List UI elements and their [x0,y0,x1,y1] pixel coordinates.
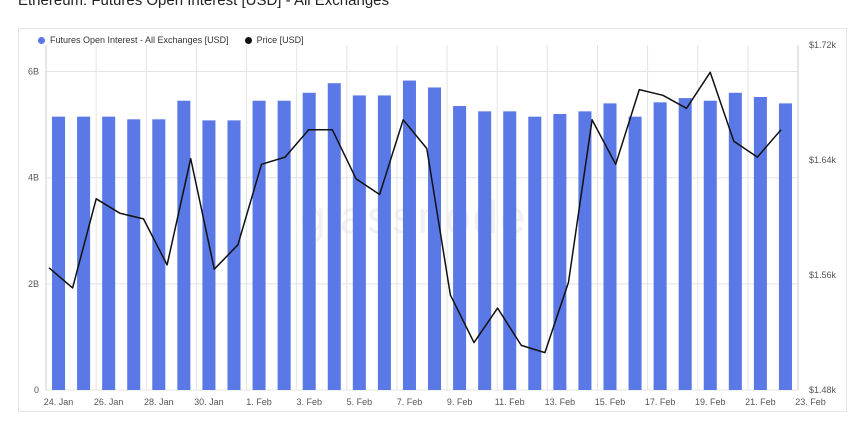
oi-bar [553,114,567,390]
oi-bar [252,100,266,390]
oi-bar [728,92,742,391]
oi-bar [327,83,341,390]
y-left-tick-label: 4B [28,173,39,183]
oi-bar [503,111,517,390]
oi-bar [302,92,316,391]
x-tick-label: 30. Jan [194,397,224,407]
y-left-tick-label: 6B [28,67,39,77]
x-tick-label: 1. Feb [246,397,272,407]
oi-bar [578,111,592,390]
x-tick-label: 26. Jan [94,397,124,407]
x-tick-label: 19. Feb [695,397,726,407]
x-tick-label: 28. Jan [144,397,174,407]
x-tick-label: 15. Feb [595,397,626,407]
y-right-tick-label: $1.64k [809,155,837,165]
oi-bar [52,116,66,391]
x-tick-label: 3. Feb [296,397,322,407]
y-left-tick-label: 0 [34,385,39,395]
oi-bar [227,120,241,390]
oi-bar [628,116,642,391]
oi-bar [77,116,91,391]
x-tick-label: 24. Jan [44,397,74,407]
oi-bar [152,119,166,391]
y-left-tick-label: 2B [28,279,39,289]
x-tick-label: 9. Feb [447,397,473,407]
chart-legend[interactable]: Futures Open Interest - All Exchanges [U… [38,35,304,45]
x-tick-label: 11. Feb [495,397,525,407]
oi-bar [377,95,391,390]
oi-bar [102,116,116,391]
x-tick-label: 7. Feb [397,397,423,407]
oi-bar [778,103,792,390]
y-right-tick-label: $1.56k [809,270,837,280]
oi-bar [428,87,442,390]
y-right-tick-label: $1.72k [809,40,837,50]
oi-bar [653,102,667,391]
oi-bar [478,111,492,390]
oi-bar [177,100,191,390]
legend-label-price: Price [USD] [256,35,304,45]
oi-bar [753,97,767,390]
x-tick-label: 5. Feb [347,397,373,407]
x-tick-label: 21. Feb [745,397,776,407]
x-tick-label: 23. Feb [795,397,826,407]
oi-bar [703,100,717,390]
oi-bar [352,95,366,390]
oi-bar [603,103,617,390]
legend-item-open-interest[interactable]: Futures Open Interest - All Exchanges [U… [38,35,229,45]
y-right-tick-label: $1.48k [809,385,837,395]
oi-bar [528,116,542,391]
oi-bar [453,106,467,391]
oi-bar [402,80,416,391]
oi-bar [277,100,291,390]
oi-bar [678,98,692,391]
x-tick-label: 13. Feb [545,397,576,407]
x-tick-label: 17. Feb [645,397,676,407]
line-series-swatch-icon [244,36,252,44]
bar-series-swatch-icon [38,36,45,44]
legend-label-open-interest: Futures Open Interest - All Exchanges [U… [50,35,229,45]
price-line [48,71,782,354]
oi-bar [202,120,216,390]
oi-bar [127,119,141,391]
page-title: Ethereum: Futures Open Interest [USD] - … [18,0,390,9]
legend-item-price[interactable]: Price [USD] [244,35,304,45]
